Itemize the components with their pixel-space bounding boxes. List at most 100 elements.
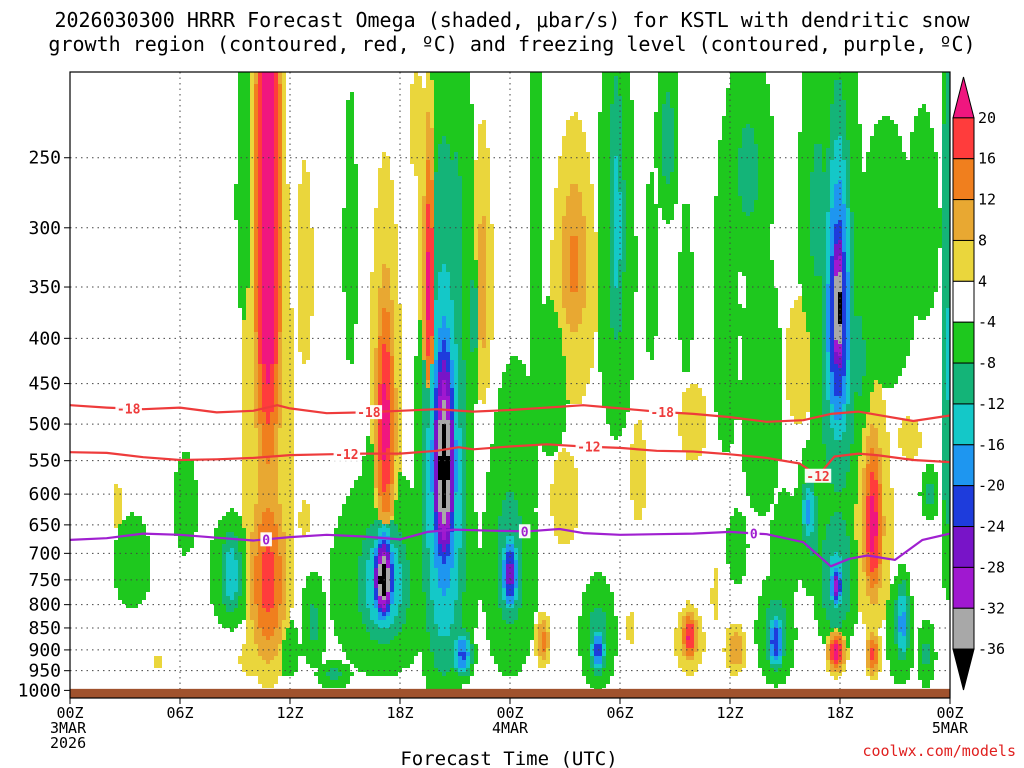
omega-cell [622,192,626,196]
omega-cell [810,428,822,432]
omega-cell [434,552,438,556]
omega-cell [714,256,770,260]
omega-cell [266,372,270,376]
omega-cell [486,252,494,256]
omega-cell [434,328,438,332]
omega-cell [394,420,398,424]
omega-cell [746,476,778,480]
omega-cell [382,504,390,508]
omega-cell [274,264,278,268]
omega-cell [382,348,386,352]
omega-cell [258,328,262,332]
omega-cell [426,252,430,256]
omega-cell [454,448,458,452]
omega-cell [442,444,446,448]
omega-cell [674,160,678,164]
omega-cell [382,488,386,492]
omega-cell [758,188,774,192]
omega-cell [562,232,586,236]
omega-cell [798,484,802,488]
omega-cell [498,524,522,528]
omega-cell [714,408,782,412]
omega-cell [834,280,842,284]
omega-cell [434,472,438,476]
omega-cell [678,300,694,304]
omega-cell [246,304,254,308]
omega-cell [614,284,618,288]
omega-cell [342,244,358,248]
omega-cell [430,368,434,372]
omega-cell [278,284,282,288]
omega-cell [254,296,258,300]
omega-cell [238,168,250,172]
omega-cell [858,496,862,500]
omega-cell [390,440,394,444]
omega-cell [602,392,630,396]
omega-cell [714,336,738,340]
omega-cell [942,416,950,420]
omega-cell [414,444,422,448]
omega-cell [242,476,258,480]
omega-cell [866,448,870,452]
omega-cell [622,156,634,160]
omega-cell [610,160,614,164]
omega-cell [798,264,814,268]
omega-cell [834,88,842,92]
omega-cell [850,140,862,144]
omega-cell [826,324,830,328]
omega-cell [854,424,866,428]
omega-cell [434,292,438,296]
omega-cell [802,524,806,528]
omega-cell [530,140,542,144]
omega-cell [262,212,274,216]
omega-cell [798,192,810,196]
omega-cell [274,308,278,312]
omega-cell [434,288,438,292]
omega-cell [442,504,446,508]
omega-cell [418,320,422,324]
omega-cell [522,520,538,524]
omega-cell [446,492,450,496]
omega-cell [298,212,310,216]
omega-cell [258,284,262,288]
omega-cell [378,396,382,400]
omega-cell [462,348,470,352]
omega-cell [834,272,838,276]
omega-cell [274,292,278,296]
omega-cell [622,208,626,212]
omega-cell [422,364,426,368]
omega-cell [738,152,758,156]
omega-cell [274,300,278,304]
omega-cell [274,444,278,448]
omega-cell [222,516,242,520]
omega-cell [718,188,738,192]
omega-cell [462,540,466,544]
omega-cell [558,324,570,328]
omega-cell [754,508,770,512]
omega-cell [550,268,562,272]
omega-cell [678,284,694,288]
omega-cell [466,372,478,376]
omega-cell [274,368,278,372]
omega-cell [346,292,358,296]
omega-cell [434,240,462,244]
omega-cell [602,376,634,380]
omega-cell [426,528,434,532]
omega-cell [614,244,622,248]
omega-cell [346,188,358,192]
omega-cell [834,332,842,336]
omega-cell [434,436,438,440]
omega-cell [714,360,738,364]
omega-cell [382,420,390,424]
omega-cell [826,232,830,236]
omega-cell [450,444,454,448]
omega-cell [434,148,438,152]
omega-cell [430,252,434,256]
omega-cell [786,364,810,368]
omega-cell [390,416,394,420]
omega-cell [382,460,390,464]
omega-cell [602,84,614,88]
omega-cell [862,496,866,500]
omega-cell [390,456,394,460]
omega-cell [250,284,254,288]
